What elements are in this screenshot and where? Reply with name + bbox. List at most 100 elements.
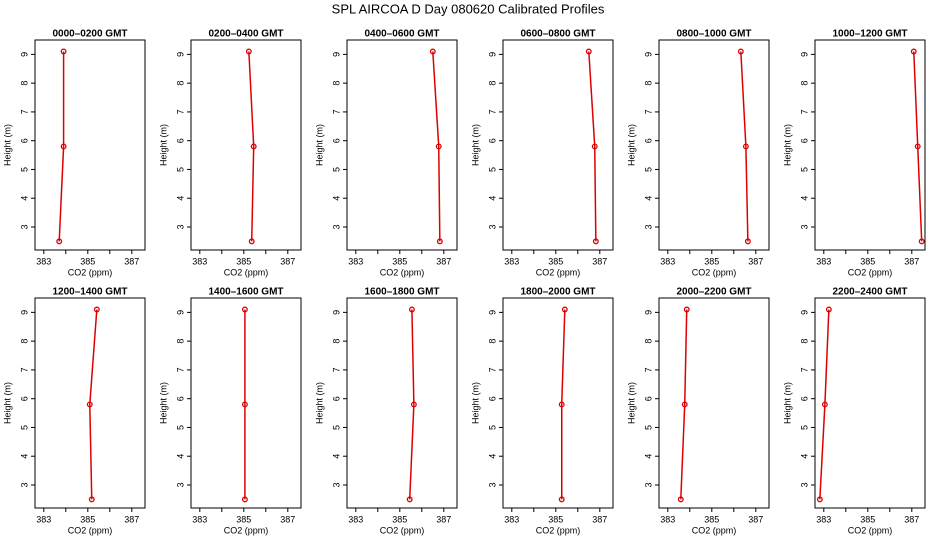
profile-line [680,309,688,500]
y-tick-label: 3 [487,224,497,229]
profile-line [432,51,441,242]
x-axis-label: CO2 (ppm) [848,267,893,277]
profile-point [86,401,93,408]
y-axis-label: Height (m) [782,382,792,424]
y-tick-label: 5 [331,425,341,430]
y-tick-label: 7 [175,367,185,372]
x-tick-label: 383 [816,514,831,524]
panel-title: 2000–2200 GMT [676,287,751,298]
profile-point [410,401,417,408]
y-axis-label: Height (m) [470,382,480,424]
y-tick-label: 5 [19,425,29,430]
y-axis-label: Height (m) [2,124,12,166]
y-tick-label: 6 [799,138,809,143]
profile-line [819,309,830,500]
y-tick-label: 8 [175,81,185,86]
profile-point [914,143,921,150]
y-tick-label: 8 [19,339,29,344]
plot-frame [502,297,614,509]
panel-title: 0600–0800 GMT [520,29,595,40]
y-axis-label: Height (m) [626,124,636,166]
profile-point [825,306,832,313]
y-tick-label: 5 [175,425,185,430]
y-tick-label: 9 [19,310,29,315]
y-tick-label: 3 [331,482,341,487]
y-tick-label: 7 [643,367,653,372]
x-tick-label: 387 [748,256,763,266]
x-tick-label: 383 [504,256,519,266]
profile-point [561,306,568,313]
y-tick-label: 7 [643,109,653,114]
profile-line [913,51,923,242]
x-tick-label: 385 [704,256,719,266]
y-tick-label: 8 [331,339,341,344]
profile-line [588,51,597,242]
y-tick-label: 6 [799,396,809,401]
y-axis-label: Height (m) [626,382,636,424]
y-tick-label: 6 [331,138,341,143]
x-tick-label: 387 [280,514,295,524]
x-tick-label: 387 [592,256,607,266]
x-tick-label: 387 [904,514,919,524]
plot-frame [502,39,614,251]
x-tick-label: 387 [592,514,607,524]
x-tick-label: 383 [192,514,207,524]
y-tick-label: 8 [487,339,497,344]
x-axis-label: CO2 (ppm) [380,525,425,535]
profile-point [406,496,413,503]
x-axis-label: CO2 (ppm) [380,267,425,277]
x-tick-label: 385 [860,256,875,266]
y-tick-label: 6 [643,138,653,143]
y-tick-label: 7 [799,109,809,114]
profile-point [737,48,744,55]
x-axis-label: CO2 (ppm) [692,267,737,277]
profile-point [558,401,565,408]
y-tick-label: 7 [487,367,497,372]
panel-title: 1200–1400 GMT [52,287,127,298]
profile-point [585,48,592,55]
panel-title: 0000–0200 GMT [52,29,127,40]
y-tick-label: 9 [643,52,653,57]
y-tick-label: 7 [19,367,29,372]
y-tick-label: 8 [331,81,341,86]
y-tick-label: 3 [175,224,185,229]
panel-title: 1600–1800 GMT [364,287,439,298]
y-tick-label: 3 [19,224,29,229]
y-tick-label: 3 [331,224,341,229]
y-tick-label: 6 [19,396,29,401]
profile-point [558,496,565,503]
profile-point [910,48,917,55]
profile-point [250,143,257,150]
x-tick-label: 385 [80,514,95,524]
panel-title: 2200–2400 GMT [832,287,907,298]
y-tick-label: 9 [487,52,497,57]
x-tick-label: 387 [124,256,139,266]
y-tick-label: 6 [331,396,341,401]
y-axis-label: Height (m) [470,124,480,166]
x-tick-label: 385 [548,514,563,524]
x-tick-label: 383 [816,256,831,266]
x-tick-label: 387 [748,514,763,524]
y-tick-label: 3 [799,482,809,487]
y-tick-label: 8 [643,339,653,344]
x-tick-label: 383 [192,256,207,266]
y-tick-label: 7 [175,109,185,114]
y-tick-label: 7 [799,367,809,372]
y-tick-label: 6 [175,396,185,401]
main-title: SPL AIRCOA D Day 080620 Calibrated Profi… [332,1,605,16]
x-tick-label: 385 [860,514,875,524]
profile-line [89,309,98,500]
plot-frame [814,297,926,509]
y-tick-label: 8 [487,81,497,86]
plot-frame [190,39,302,251]
y-tick-label: 5 [799,425,809,430]
plot-frame [346,297,458,509]
y-tick-label: 4 [175,454,185,459]
profile-point [592,238,599,245]
x-tick-label: 387 [280,256,295,266]
x-axis-label: CO2 (ppm) [224,525,269,535]
y-tick-label: 5 [19,167,29,172]
x-tick-label: 383 [660,256,675,266]
panel-title: 0200–0400 GMT [208,29,283,40]
